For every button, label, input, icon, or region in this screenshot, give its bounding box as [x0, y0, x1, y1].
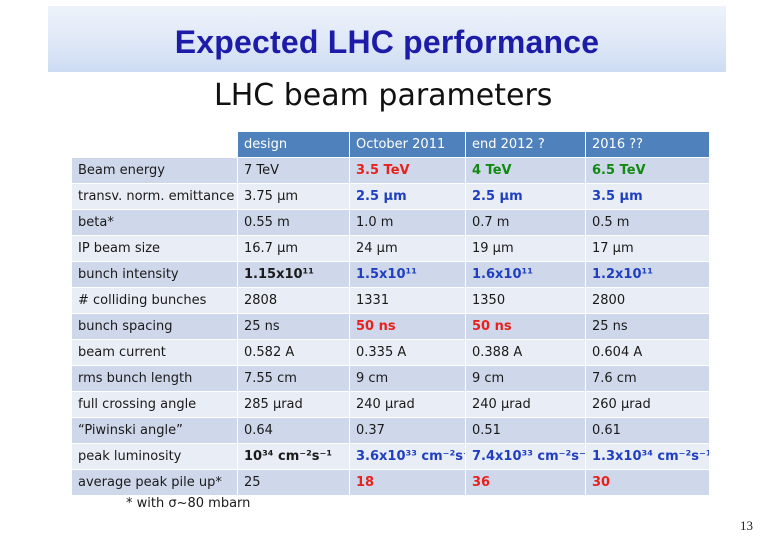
table-row: Beam energy 7 TeV 3.5 TeV 4 TeV 6.5 TeV — [71, 157, 710, 184]
table-cell: 1.0 m — [349, 209, 466, 236]
table-cell: 0.582 A — [237, 339, 350, 366]
table-cell: 50 ns — [465, 313, 586, 340]
table-cell: 0.64 — [237, 417, 350, 444]
table-row: peak luminosity 10³⁴ cm⁻²s⁻¹ 3.6x10³³ cm⁻²… — [71, 443, 710, 470]
table-cell: 3.6x10³³ cm⁻²s⁻¹ — [349, 443, 466, 470]
header-end-2012: end 2012 ? — [465, 131, 586, 158]
table-cell: 0.335 A — [349, 339, 466, 366]
row-label: peak luminosity — [71, 443, 238, 470]
table-cell: 6.5 TeV — [585, 157, 710, 184]
footnote: * with σ~80 mbarn — [126, 496, 251, 511]
row-label: Beam energy — [71, 157, 238, 184]
table-cell: 18 — [349, 469, 466, 496]
table-cell: 3.75 μm — [237, 183, 350, 210]
slide-title: Expected LHC performance — [174, 24, 600, 60]
table-cell: 0.61 — [585, 417, 710, 444]
table-cell: 1.2x10¹¹ — [585, 261, 710, 288]
table-cell: 0.7 m — [465, 209, 586, 236]
table-cell: 19 μm — [465, 235, 586, 262]
table-row: average peak pile up* 25 18 36 30 — [71, 469, 710, 496]
header-row: design October 2011 end 2012 ? 2016 ?? — [71, 131, 710, 158]
table-row: transv. norm. emittance 3.75 μm 2.5 μm 2.5 … — [71, 183, 710, 210]
row-label: bunch spacing — [71, 313, 238, 340]
table-cell: 0.51 — [465, 417, 586, 444]
table-cell: 3.5 μm — [585, 183, 710, 210]
table-cell: 10³⁴ cm⁻²s⁻¹ — [237, 443, 350, 470]
beam-parameters-table: design October 2011 end 2012 ? 2016 ?? B… — [71, 131, 710, 496]
table-cell: 4 TeV — [465, 157, 586, 184]
table-cell: 7 TeV — [237, 157, 350, 184]
table-cell: 1331 — [349, 287, 466, 314]
table-cell: 3.5 TeV — [349, 157, 466, 184]
row-label: “Piwinski angle” — [71, 417, 238, 444]
table-cell: 9 cm — [349, 365, 466, 392]
title-band: Expected LHC performance — [48, 6, 726, 72]
table-row: beta* 0.55 m 1.0 m 0.7 m 0.5 m — [71, 209, 710, 236]
row-label: average peak pile up* — [71, 469, 238, 496]
table-cell: 260 μrad — [585, 391, 710, 418]
row-label: rms bunch length — [71, 365, 238, 392]
table-cell: 25 ns — [237, 313, 350, 340]
table-row: beam current 0.582 A 0.335 A 0.388 A 0.604 A — [71, 339, 710, 366]
table-row: rms bunch length 7.55 cm 9 cm 9 cm 7.6 cm — [71, 365, 710, 392]
slide-subtitle: LHC beam parameters — [214, 78, 553, 113]
table-cell: 9 cm — [465, 365, 586, 392]
table-cell: 0.55 m — [237, 209, 350, 236]
table-cell: 1.6x10¹¹ — [465, 261, 586, 288]
table-cell: 0.604 A — [585, 339, 710, 366]
table-cell: 7.55 cm — [237, 365, 350, 392]
header-october-2011: October 2011 — [349, 131, 466, 158]
header-2016: 2016 ?? — [585, 131, 710, 158]
row-label: beta* — [71, 209, 238, 236]
table-cell: 1.15x10¹¹ — [237, 261, 350, 288]
table-cell: 2.5 μm — [349, 183, 466, 210]
row-label: full crossing angle — [71, 391, 238, 418]
table-cell: 36 — [465, 469, 586, 496]
table-cell: 0.5 m — [585, 209, 710, 236]
table-row: IP beam size 16.7 μm 24 μm 19 μm 17 μm — [71, 235, 710, 262]
table-row: # colliding bunches 2808 1331 1350 2800 — [71, 287, 710, 314]
table-cell: 16.7 μm — [237, 235, 350, 262]
header-design: design — [237, 131, 350, 158]
table-cell: 240 μrad — [349, 391, 466, 418]
row-label: bunch intensity — [71, 261, 238, 288]
table-cell: 240 μrad — [465, 391, 586, 418]
table-row: full crossing angle 285 μrad 240 μrad 240 μ… — [71, 391, 710, 418]
table-cell: 1.3x10³⁴ cm⁻²s⁻¹ — [585, 443, 710, 470]
row-label: IP beam size — [71, 235, 238, 262]
table-row: “Piwinski angle” 0.64 0.37 0.51 0.61 — [71, 417, 710, 444]
page-number: 13 — [740, 518, 753, 533]
table-cell: 25 ns — [585, 313, 710, 340]
table-row: bunch intensity 1.15x10¹¹ 1.5x10¹¹ 1.6x10¹¹… — [71, 261, 710, 288]
header-corner-cell — [71, 131, 238, 158]
table-cell: 50 ns — [349, 313, 466, 340]
table-cell: 7.6 cm — [585, 365, 710, 392]
table-row: bunch spacing 25 ns 50 ns 50 ns 25 ns — [71, 313, 710, 340]
table-body: Beam energy 7 TeV 3.5 TeV 4 TeV 6.5 TeV trans… — [71, 157, 710, 496]
row-label: transv. norm. emittance — [71, 183, 238, 210]
row-label: beam current — [71, 339, 238, 366]
table-cell: 285 μrad — [237, 391, 350, 418]
table-cell: 0.388 A — [465, 339, 586, 366]
table-cell: 2.5 μm — [465, 183, 586, 210]
table-cell: 2808 — [237, 287, 350, 314]
table-cell: 30 — [585, 469, 710, 496]
table-cell: 25 — [237, 469, 350, 496]
table-cell: 7.4x10³³ cm⁻²s⁻¹ — [465, 443, 586, 470]
table-cell: 1.5x10¹¹ — [349, 261, 466, 288]
table-cell: 24 μm — [349, 235, 466, 262]
table-cell: 17 μm — [585, 235, 710, 262]
row-label: # colliding bunches — [71, 287, 238, 314]
table-cell: 0.37 — [349, 417, 466, 444]
table-cell: 1350 — [465, 287, 586, 314]
table-cell: 2800 — [585, 287, 710, 314]
